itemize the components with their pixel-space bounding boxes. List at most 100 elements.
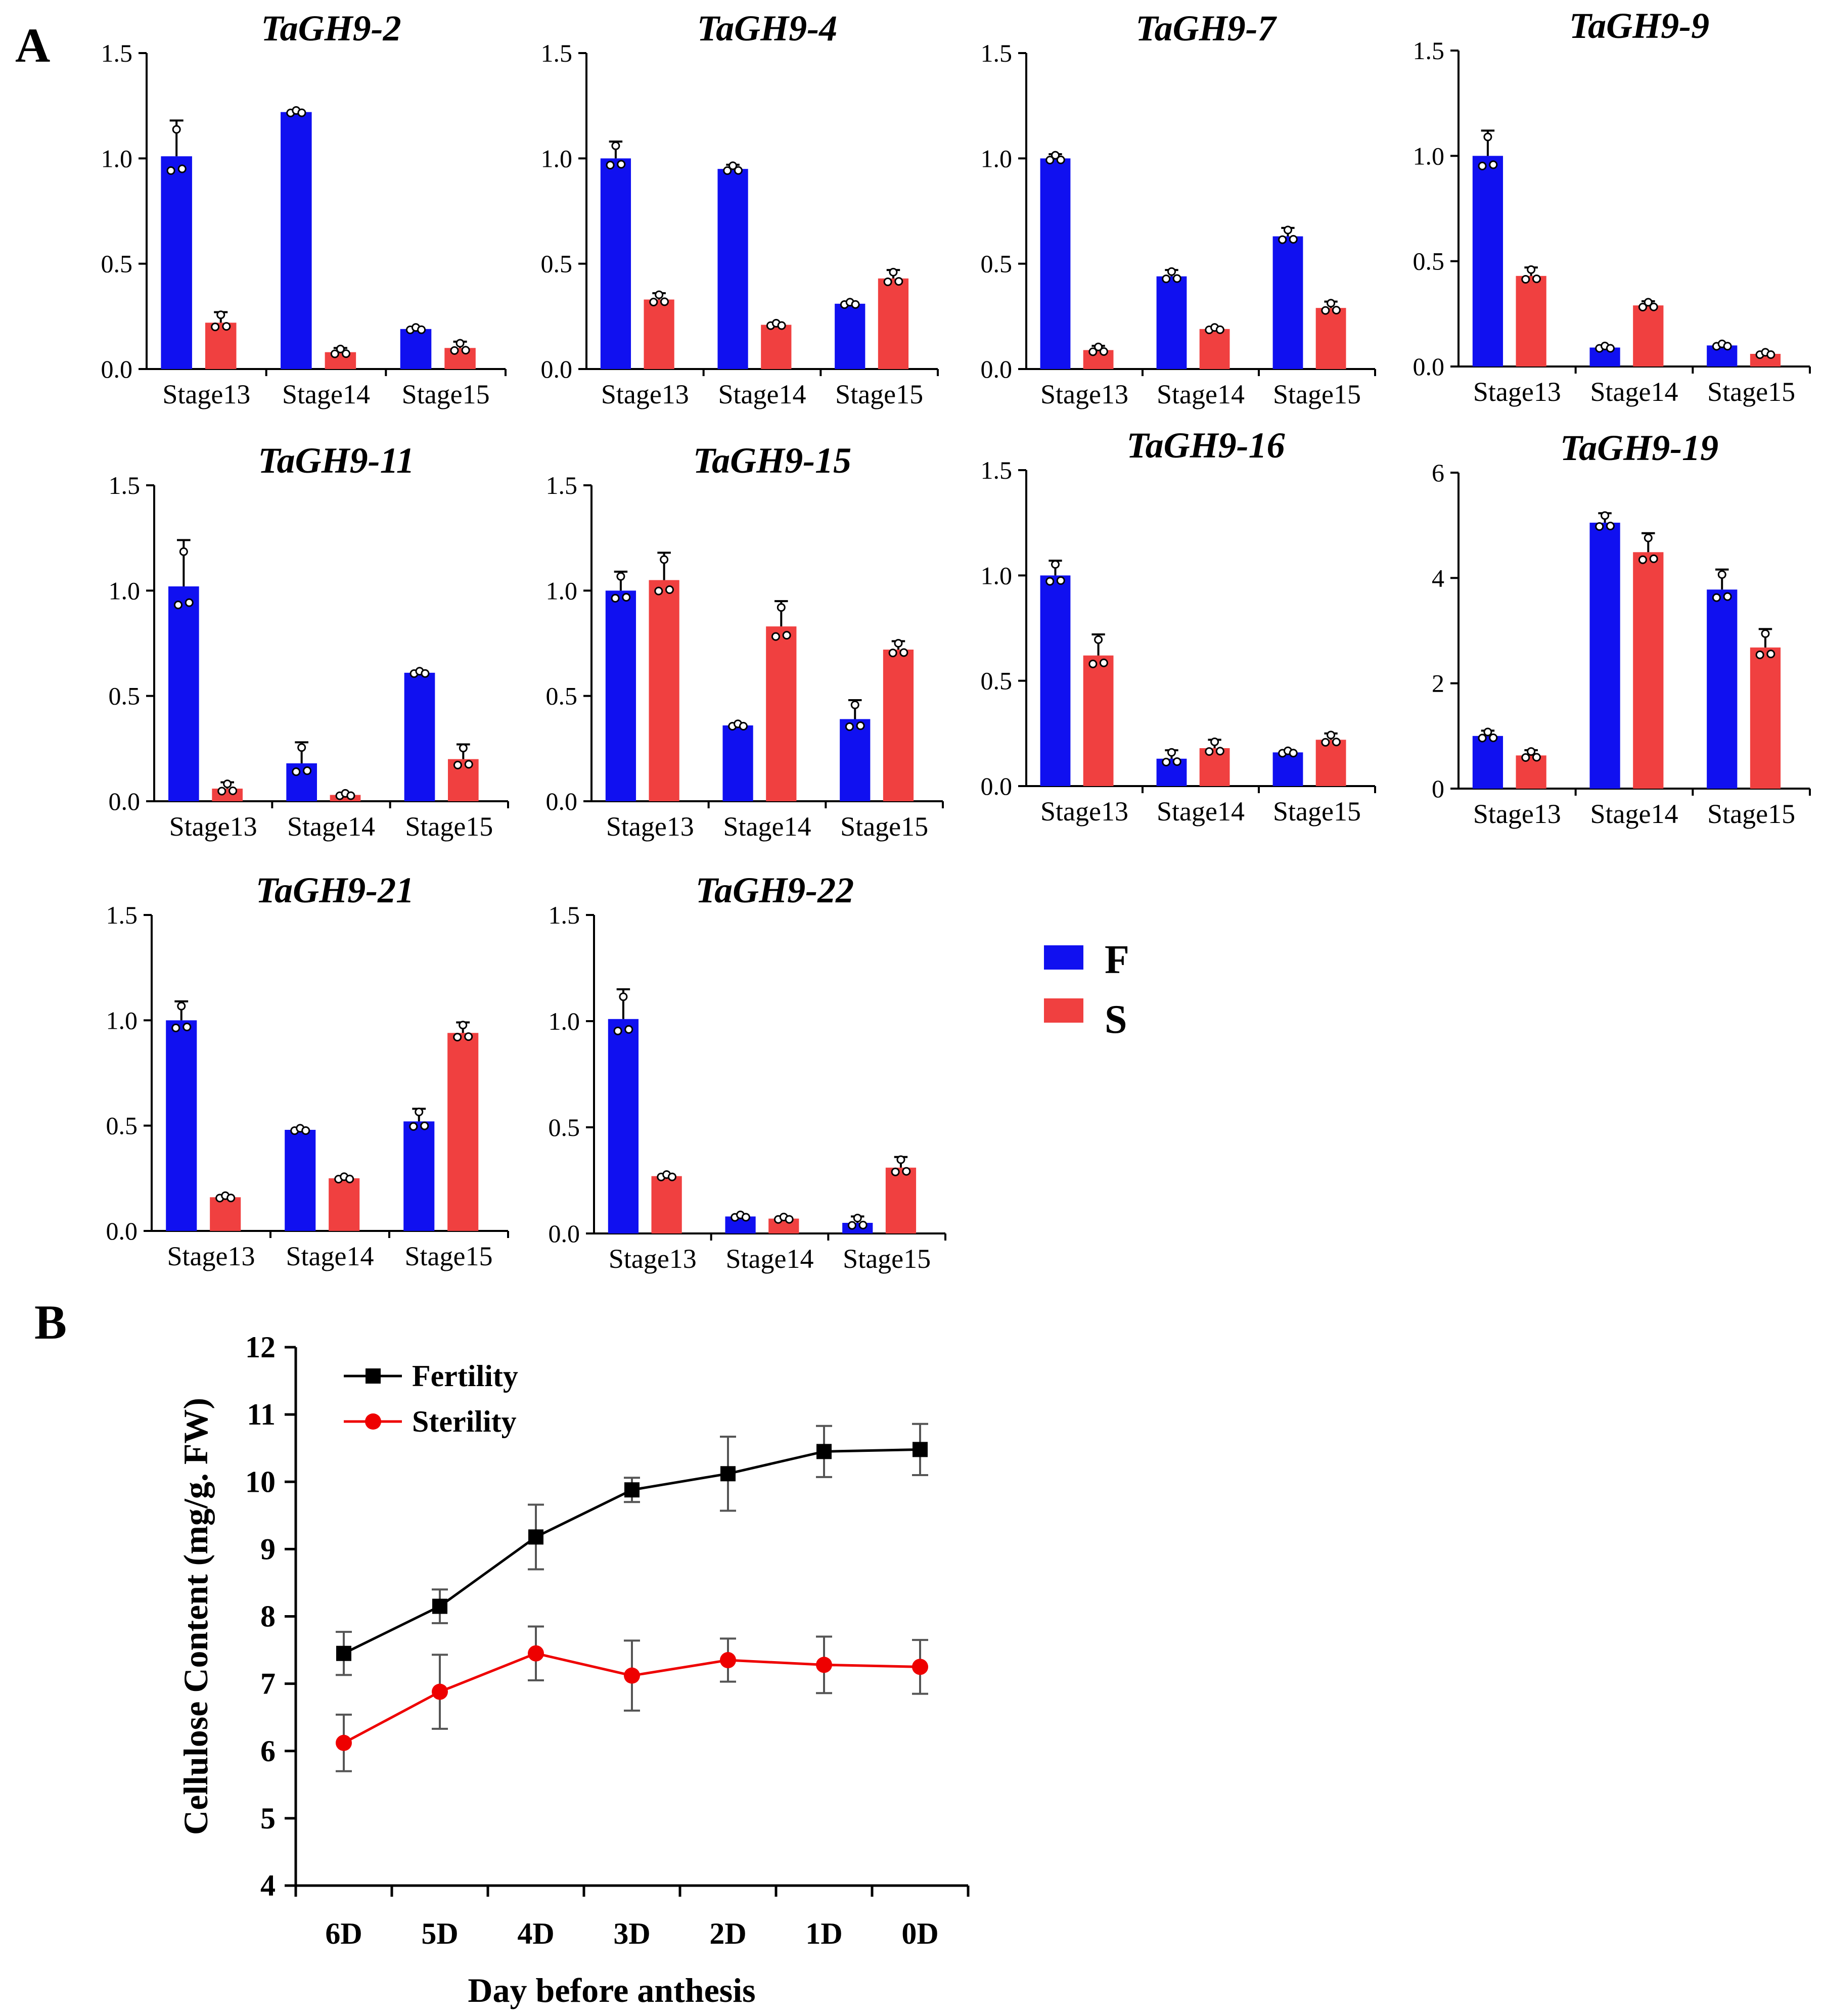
- bar-chart-tagh9-2: 0.0 0.5 1.0 1.5 TaGH9-2 Stage13 Stage14 Stage15: [101, 8, 507, 409]
- replicate-point: [660, 297, 669, 306]
- point-fertility: [720, 1466, 736, 1482]
- replicate-point: [183, 1022, 192, 1031]
- replicate-point: [336, 344, 345, 353]
- replicate-point: [606, 161, 615, 170]
- y-tick-label: 8: [260, 1600, 276, 1633]
- replicate-point: [1595, 522, 1604, 531]
- y-tick-label: 1.5: [541, 39, 573, 67]
- bar-f-stage14: [1156, 758, 1187, 786]
- bar-s-stage15: [883, 650, 914, 801]
- replicate-point: [741, 1213, 750, 1222]
- replicate-point: [166, 166, 175, 175]
- x-axis-title: Day before anthesis: [468, 1971, 755, 2009]
- replicate-point: [847, 1221, 856, 1230]
- replicate-point: [1056, 155, 1065, 164]
- replicate-point: [226, 1194, 236, 1203]
- replicate-point: [1215, 325, 1224, 334]
- replicate-point: [1644, 298, 1653, 307]
- y-tick-label: 4: [1432, 564, 1444, 592]
- category-label: Stage13: [1040, 379, 1128, 409]
- replicate-point: [222, 322, 231, 331]
- replicate-point: [1094, 342, 1103, 351]
- bar-f-stage13: [1040, 158, 1071, 369]
- bar-s-stage13: [1516, 276, 1546, 366]
- x-tick-label: 1D: [805, 1917, 842, 1950]
- bar-s-stage15: [444, 348, 476, 369]
- bar-s-stage13: [1516, 755, 1546, 789]
- y-tick-label: 1.5: [549, 901, 580, 929]
- point-fertility: [913, 1442, 928, 1457]
- replicate-point: [845, 722, 854, 731]
- replicate-point: [649, 298, 658, 306]
- replicate-point: [1649, 554, 1658, 563]
- replicate-point: [1172, 274, 1181, 283]
- legend-swatch-s: [1044, 998, 1083, 1023]
- bar-f-stage14: [1589, 522, 1620, 789]
- point-sterility: [624, 1667, 640, 1684]
- y-tick-label: 10: [245, 1465, 276, 1498]
- chart-title: TaGH9-16: [1126, 425, 1285, 466]
- bar-chart-tagh9-15: 0.0 0.5 1.0 1.5 TaGH9-15 Stage13 Stage14 Stage1…: [546, 440, 944, 842]
- replicate-point: [1172, 757, 1181, 766]
- y-tick-label: 6: [1432, 459, 1444, 487]
- replicate-point: [303, 766, 312, 775]
- replicate-point: [1483, 727, 1492, 737]
- bar-chart-tagh9-4: 0.0 0.5 1.0 1.5 TaGH9-4 Stage13 Stage14 Stage15: [541, 8, 939, 409]
- y-tick-label: 7: [260, 1667, 276, 1701]
- replicate-point: [624, 1025, 633, 1034]
- replicate-point: [330, 349, 339, 358]
- bar-chart-tagh9-11: 0.0 0.5 1.0 1.5 TaGH9-11 Stage13 Stage14 Stage1…: [109, 440, 509, 842]
- y-tick-label: 1.5: [981, 456, 1013, 484]
- replicate-point: [1521, 753, 1530, 762]
- category-label: Stage15: [405, 811, 493, 842]
- category-label: Stage14: [1157, 379, 1245, 409]
- y-tick-label: 0.0: [546, 787, 578, 815]
- replicate-point: [1332, 738, 1341, 747]
- replicate-point: [850, 700, 859, 709]
- bar-f-stage13: [1472, 156, 1503, 366]
- category-label: Stage13: [1040, 796, 1128, 827]
- bar-f-stage13: [1040, 575, 1071, 786]
- point-fertility: [528, 1529, 543, 1545]
- category-label: Stage14: [723, 811, 811, 842]
- bar-chart-tagh9-7: 0.0 0.5 1.0 1.5 TaGH9-7 Stage13 Stage14 Stage15: [981, 8, 1376, 409]
- replicate-point: [853, 1214, 862, 1223]
- category-label: Stage14: [718, 379, 806, 409]
- replicate-point: [297, 108, 306, 117]
- y-tick-label: 1.0: [981, 561, 1013, 589]
- replicate-point: [211, 323, 220, 332]
- replicate-point: [1532, 753, 1541, 762]
- replicate-point: [655, 290, 664, 299]
- y-tick-label: 0.5: [981, 667, 1013, 695]
- category-label: Stage13: [601, 379, 689, 409]
- bar-f-stage14: [281, 112, 312, 369]
- y-tick-label: 0.0: [981, 772, 1013, 800]
- replicate-point: [1099, 658, 1108, 667]
- bar-s-stage14: [325, 352, 356, 369]
- y-tick-label: 0.5: [981, 250, 1013, 278]
- y-tick-label: 5: [260, 1802, 276, 1835]
- replicate-point: [1717, 570, 1726, 579]
- y-tick-label: 1.5: [109, 471, 141, 499]
- category-label: Stage15: [1707, 377, 1795, 407]
- replicate-point: [1289, 235, 1298, 244]
- replicate-point: [723, 166, 732, 175]
- category-label: Stage14: [726, 1244, 814, 1274]
- point-fertility: [624, 1482, 640, 1498]
- y-axis-title: Cellulose Content (mg/g. FW): [176, 1398, 215, 1835]
- replicate-point: [851, 300, 860, 309]
- bar-f-stage14: [1589, 347, 1620, 366]
- replicate-point: [728, 161, 738, 170]
- replicate-point: [1478, 734, 1487, 743]
- replicate-point: [617, 160, 626, 169]
- replicate-point: [421, 669, 430, 678]
- replicate-point: [883, 278, 892, 286]
- point-sterility: [816, 1657, 832, 1673]
- replicate-point: [171, 1023, 180, 1032]
- legend-label-f: F: [1105, 938, 1129, 982]
- replicate-point: [888, 649, 897, 658]
- category-label: Stage15: [843, 1244, 931, 1274]
- bar-legend: F S: [1044, 938, 1129, 1042]
- replicate-point: [1766, 350, 1775, 359]
- panel-label-b: B: [34, 1295, 67, 1349]
